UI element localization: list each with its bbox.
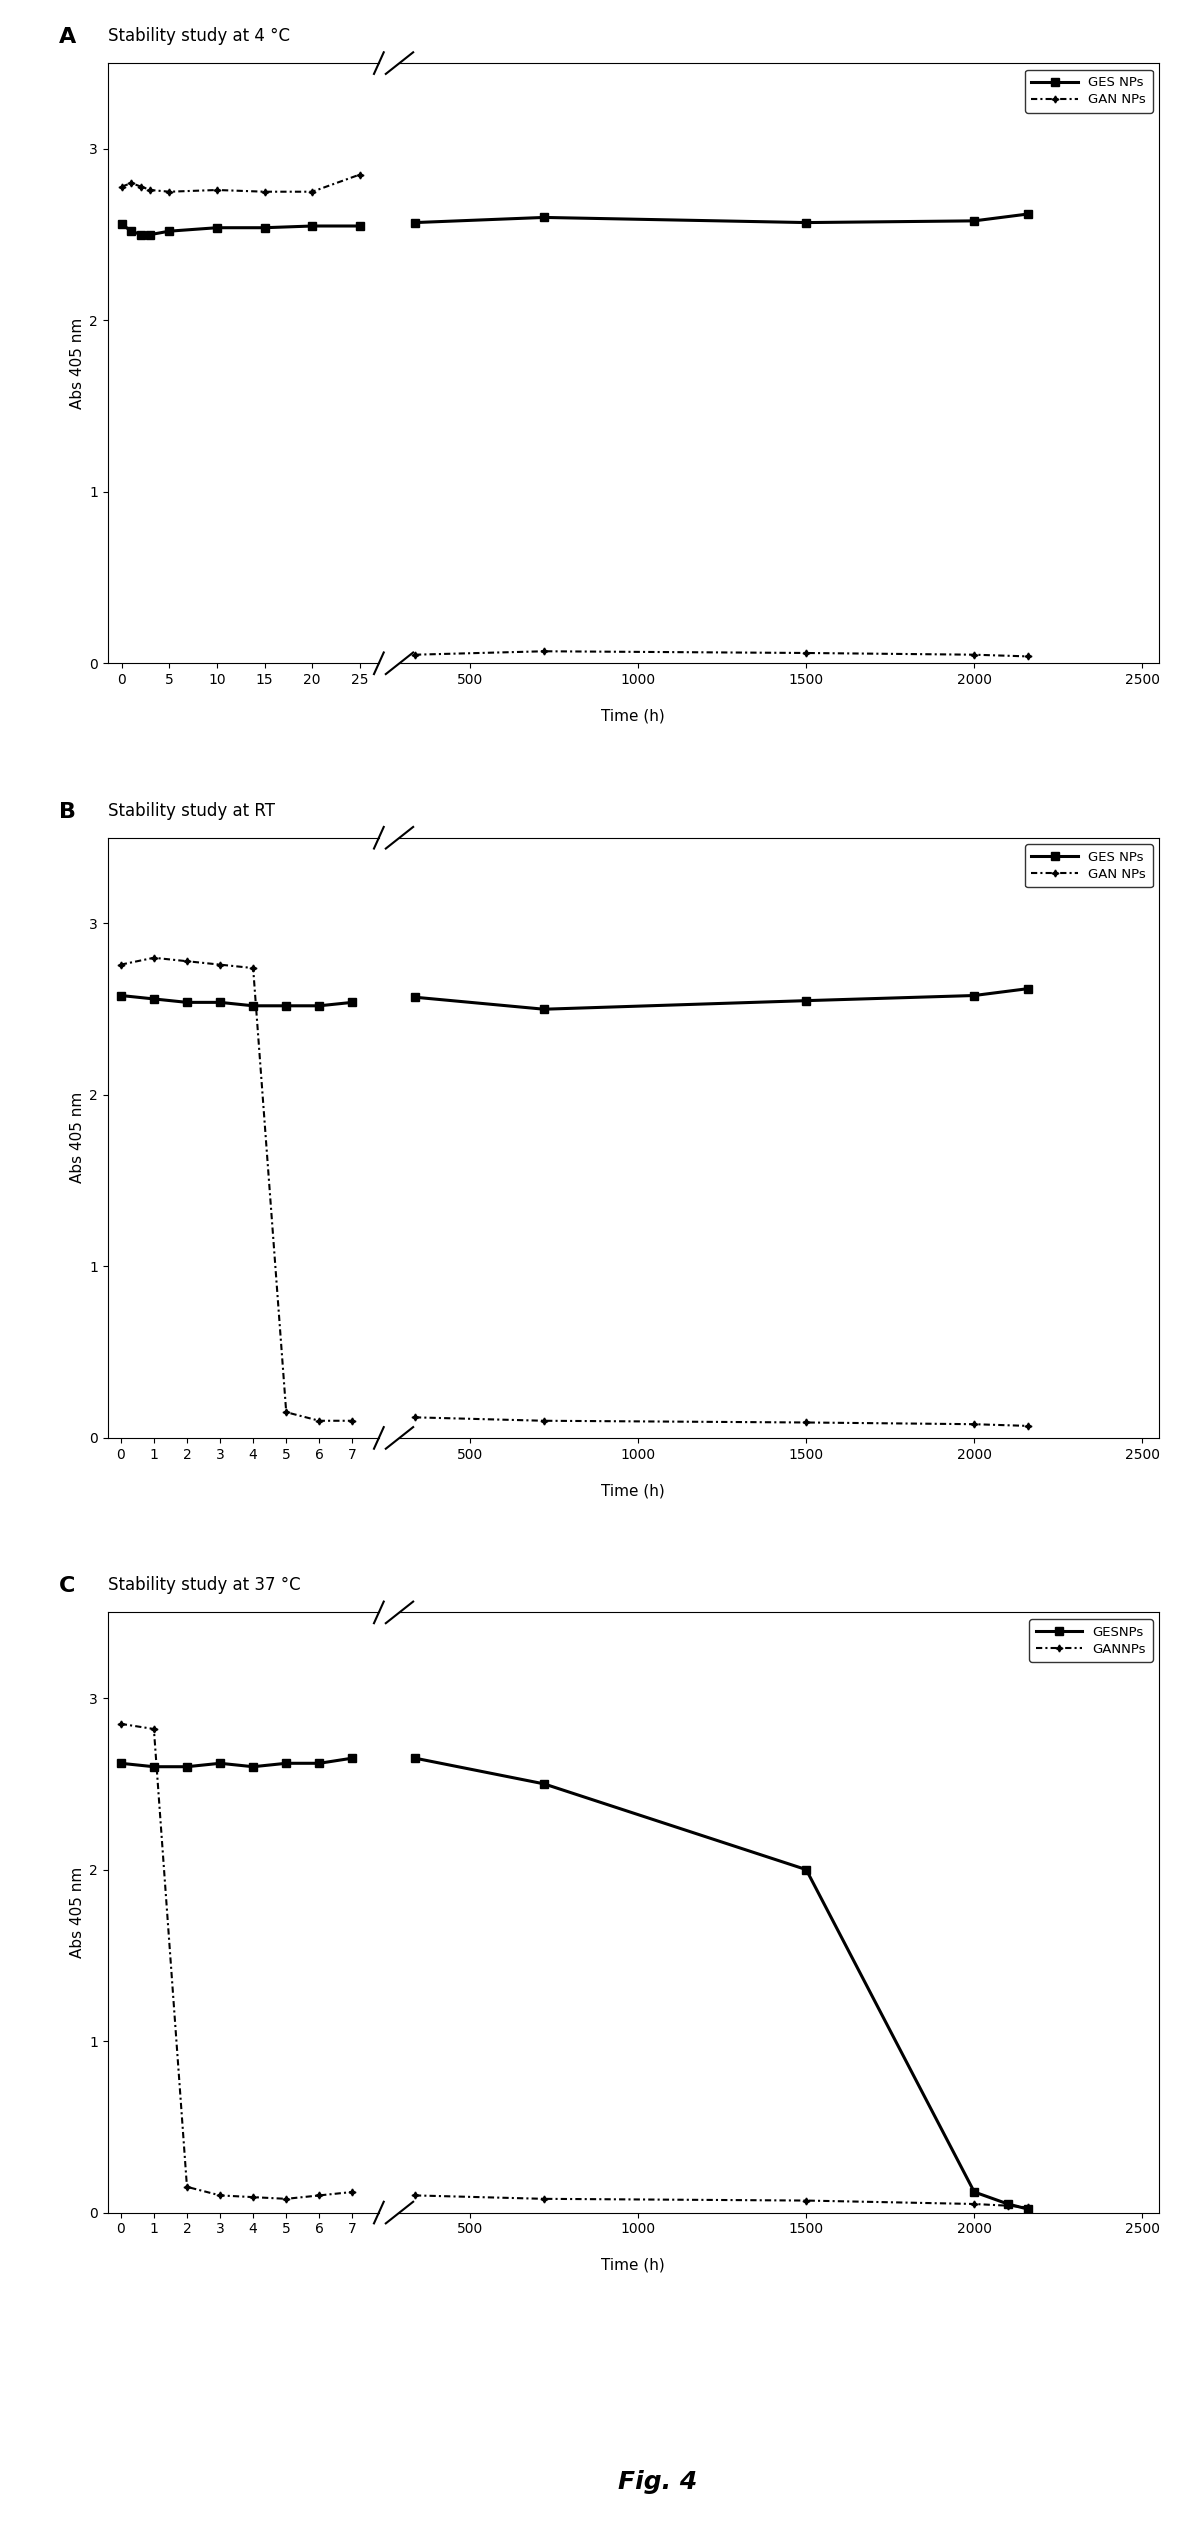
Text: Stability study at 37 °C: Stability study at 37 °C xyxy=(108,1578,300,1595)
Text: Stability study at 4 °C: Stability study at 4 °C xyxy=(108,28,289,45)
Text: Stability study at RT: Stability study at RT xyxy=(108,803,275,820)
Y-axis label: Abs 405 nm: Abs 405 nm xyxy=(69,318,85,409)
Text: Time (h): Time (h) xyxy=(601,709,666,724)
Text: C: C xyxy=(59,1578,75,1595)
Text: Time (h): Time (h) xyxy=(601,1484,666,1499)
Legend: GES NPs, GAN NPs: GES NPs, GAN NPs xyxy=(1025,71,1152,114)
Y-axis label: Abs 405 nm: Abs 405 nm xyxy=(69,1093,85,1184)
Text: Time (h): Time (h) xyxy=(601,2259,666,2274)
Text: A: A xyxy=(59,28,76,48)
Text: Fig. 4: Fig. 4 xyxy=(618,2468,697,2494)
Text: B: B xyxy=(59,803,75,823)
Y-axis label: Abs 405 nm: Abs 405 nm xyxy=(69,1868,85,1959)
Legend: GES NPs, GAN NPs: GES NPs, GAN NPs xyxy=(1025,846,1152,888)
Legend: GESNPs, GANNPs: GESNPs, GANNPs xyxy=(1029,1618,1152,1663)
